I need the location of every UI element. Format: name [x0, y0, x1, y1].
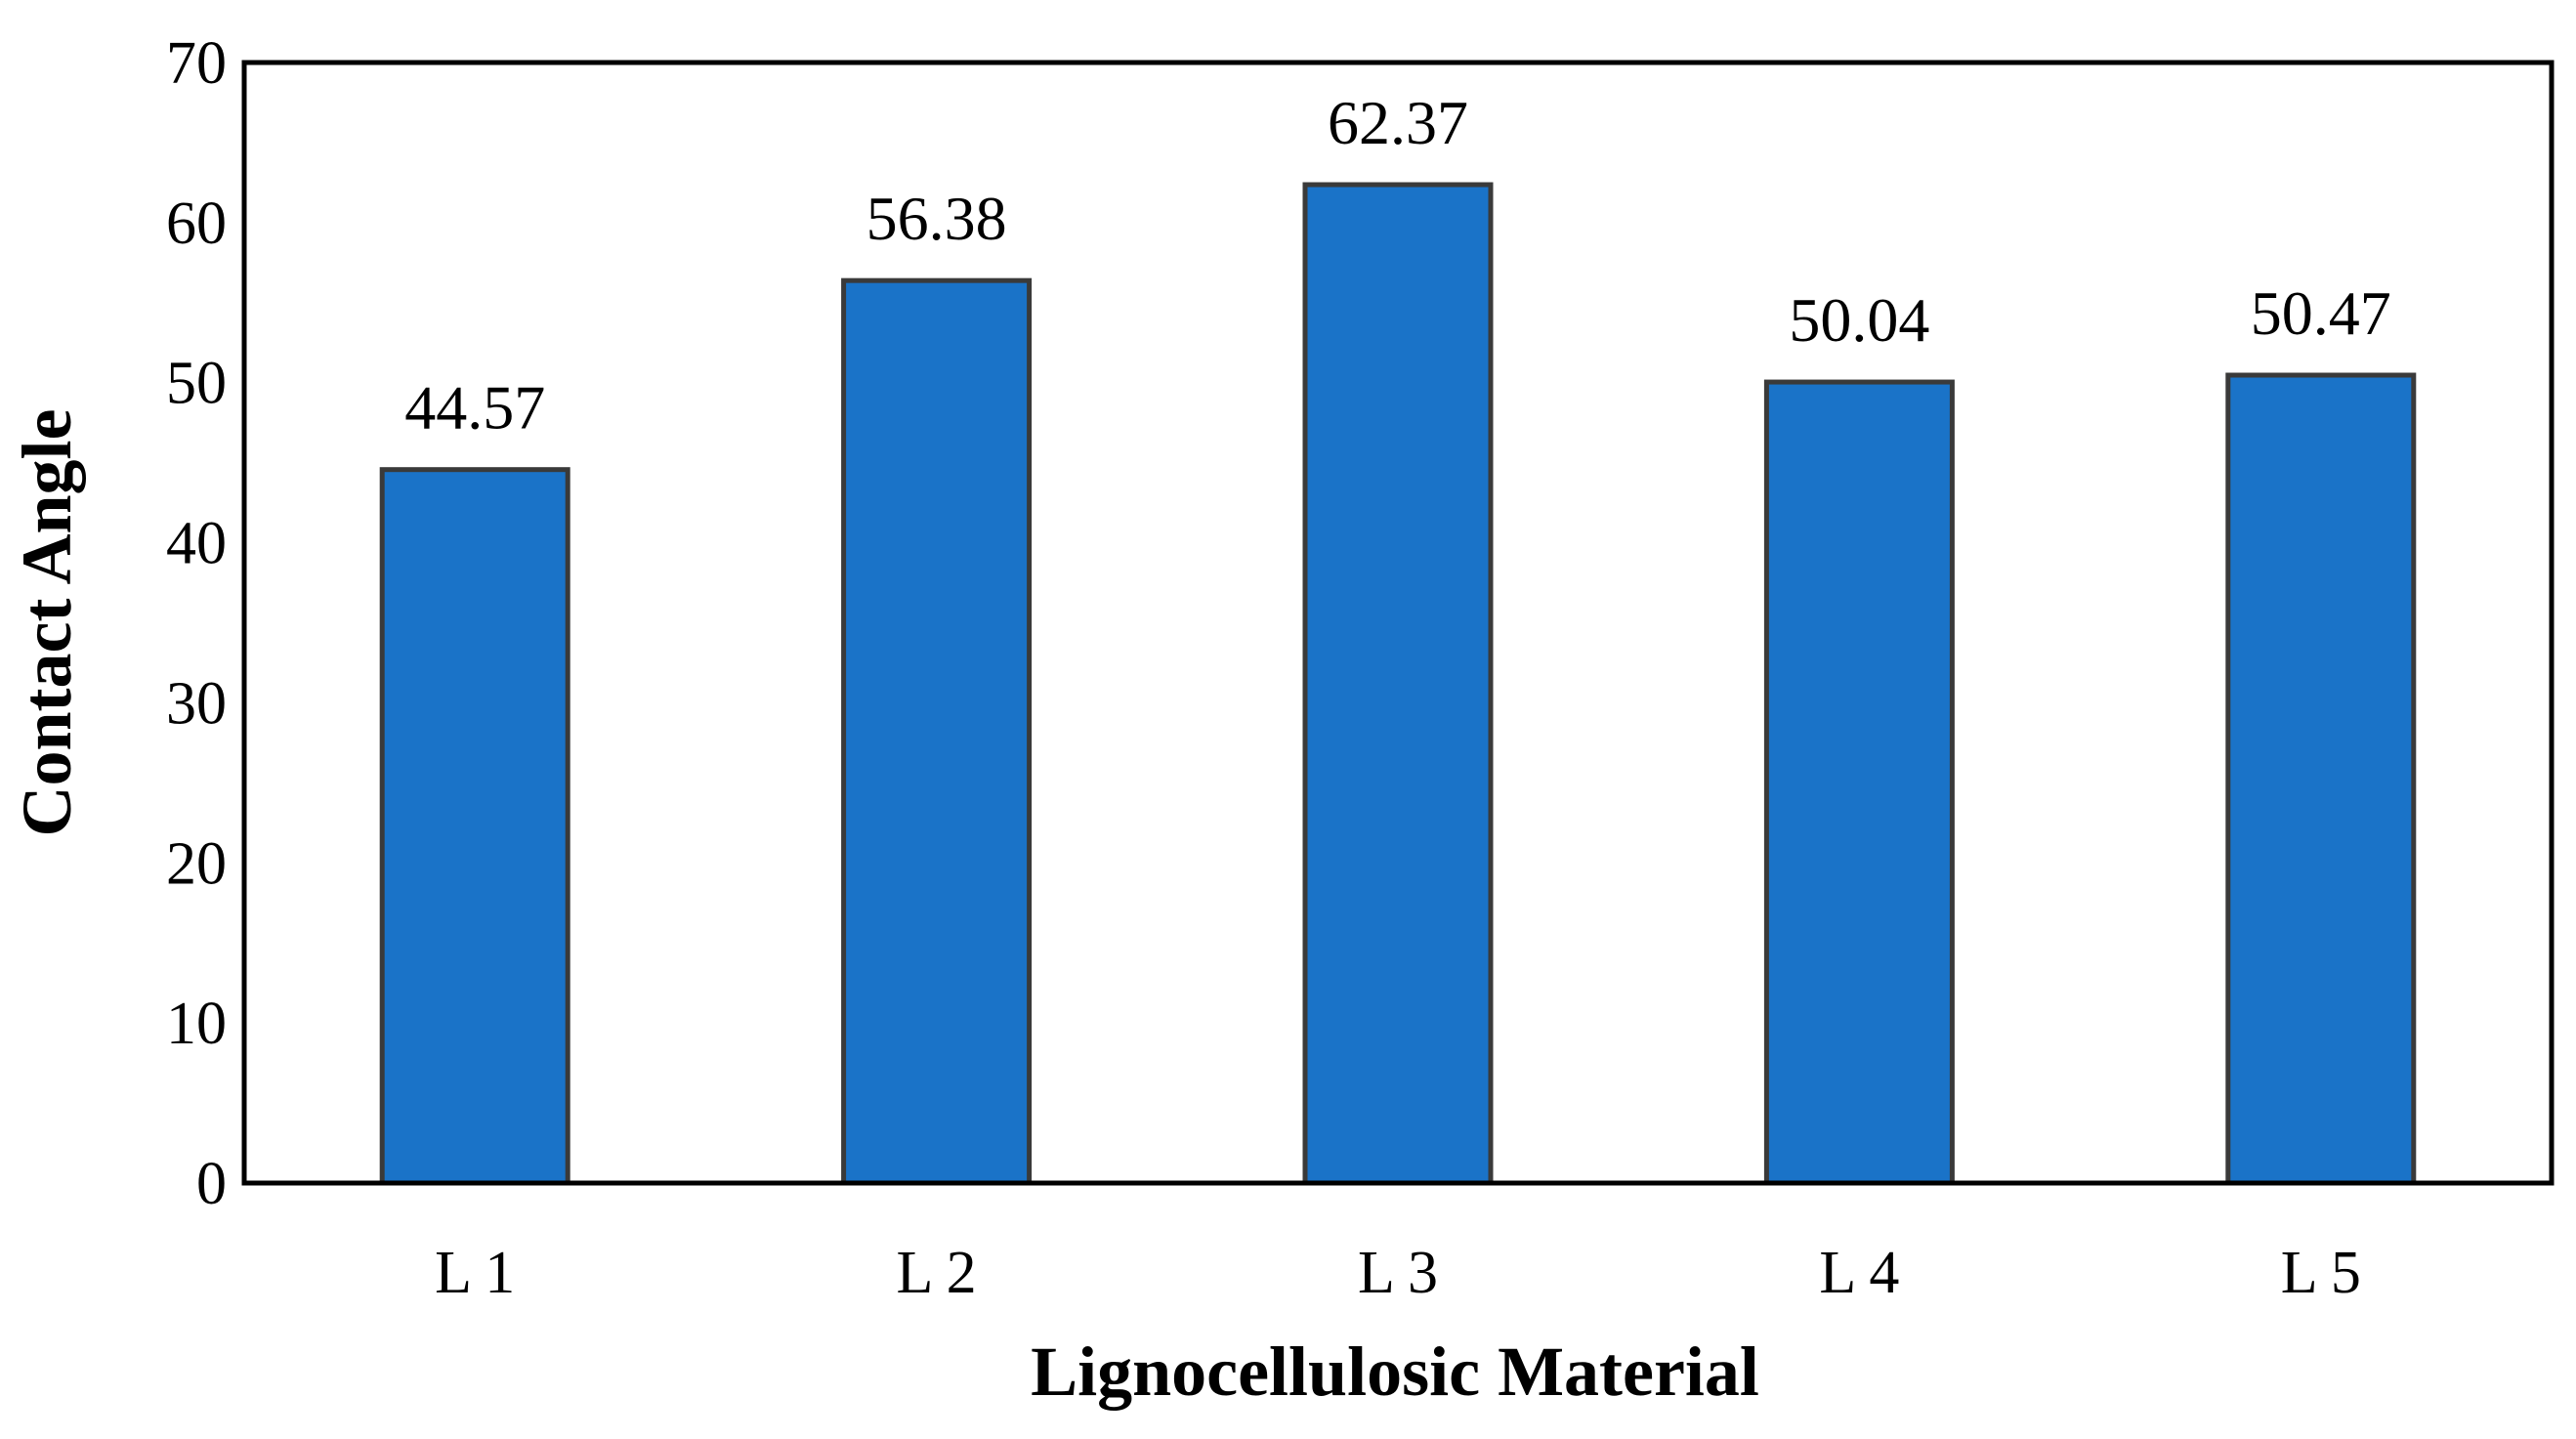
y-tick-label: 70: [166, 30, 227, 97]
bar: [2225, 372, 2417, 1186]
x-tick-label: L 4: [1819, 1240, 1899, 1306]
bar: [1302, 182, 1494, 1186]
plot-frame: [241, 60, 2555, 1186]
y-tick-label: 50: [166, 351, 227, 417]
y-tick-label: 10: [166, 991, 227, 1057]
y-tick-label: 20: [166, 830, 227, 897]
x-tick-label: L 1: [435, 1240, 515, 1306]
bar: [379, 467, 570, 1186]
y-tick-label: 40: [166, 511, 227, 577]
bar-value-label: 50.47: [2251, 278, 2391, 348]
x-axis-title: Lignocellulosic Material: [1031, 1333, 1759, 1411]
bar: [1763, 379, 1955, 1186]
bars: [379, 182, 2417, 1186]
x-axis-ticks: L 1 L 2 L 3 L 4 L 5: [435, 1240, 2361, 1306]
y-axis-ticks: 0 10 20 30 40 50 60 70: [166, 30, 227, 1217]
y-axis-title: Contact Angle: [8, 409, 86, 837]
y-tick-label: 30: [166, 670, 227, 737]
y-tick-label: 0: [196, 1151, 227, 1217]
data-labels: 44.57 56.38 62.37 50.04 50.47: [404, 88, 2391, 443]
bar-value-label: 56.38: [866, 184, 1007, 253]
bar-value-label: 50.04: [1789, 285, 1929, 355]
bar-value-label: 62.37: [1328, 88, 1468, 157]
bar: [841, 277, 1033, 1186]
x-tick-label: L 5: [2281, 1240, 2361, 1306]
bar-value-label: 44.57: [404, 373, 545, 443]
y-tick-label: 60: [166, 190, 227, 257]
x-tick-label: L 3: [1358, 1240, 1438, 1306]
x-tick-label: L 2: [897, 1240, 977, 1306]
